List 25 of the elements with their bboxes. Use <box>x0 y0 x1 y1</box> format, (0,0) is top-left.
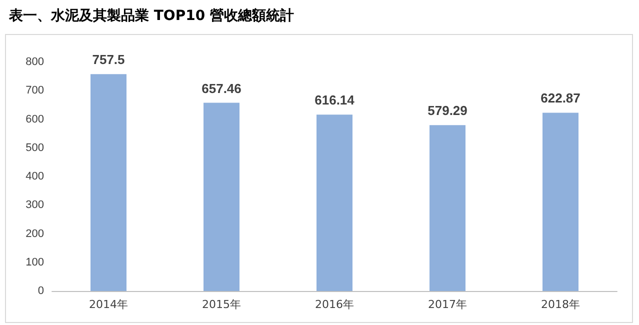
data-label: 757.5 <box>92 52 125 68</box>
y-tick-label: 100 <box>26 256 44 268</box>
y-tick-label: 500 <box>26 142 44 154</box>
data-label: 622.87 <box>540 90 580 106</box>
x-tick-label: 2016年 <box>315 298 354 311</box>
bar <box>204 102 240 291</box>
x-tick-label: 2014年 <box>89 298 128 311</box>
y-tick-label: 0 <box>38 285 44 297</box>
y-tick-label: 400 <box>26 170 44 182</box>
y-tick-label: 700 <box>26 84 44 97</box>
y-tick-label: 200 <box>26 228 44 240</box>
y-tick-label: 600 <box>26 113 44 126</box>
x-tick-label: 2017年 <box>428 298 467 311</box>
data-label: 657.46 <box>202 80 242 96</box>
x-tick-label: 2018年 <box>541 298 580 311</box>
bar <box>316 114 352 291</box>
data-label: 579.29 <box>428 103 468 118</box>
bar <box>90 74 126 291</box>
y-tick-label: 300 <box>26 199 44 212</box>
bar <box>430 125 466 291</box>
data-label: 616.14 <box>314 92 356 108</box>
x-tick-label: 2015年 <box>202 298 241 311</box>
chart-title: 表一、水泥及其製品業 TOP10 營收總額統計 <box>8 7 294 24</box>
y-tick-label: 800 <box>26 56 44 68</box>
bar <box>542 112 578 291</box>
